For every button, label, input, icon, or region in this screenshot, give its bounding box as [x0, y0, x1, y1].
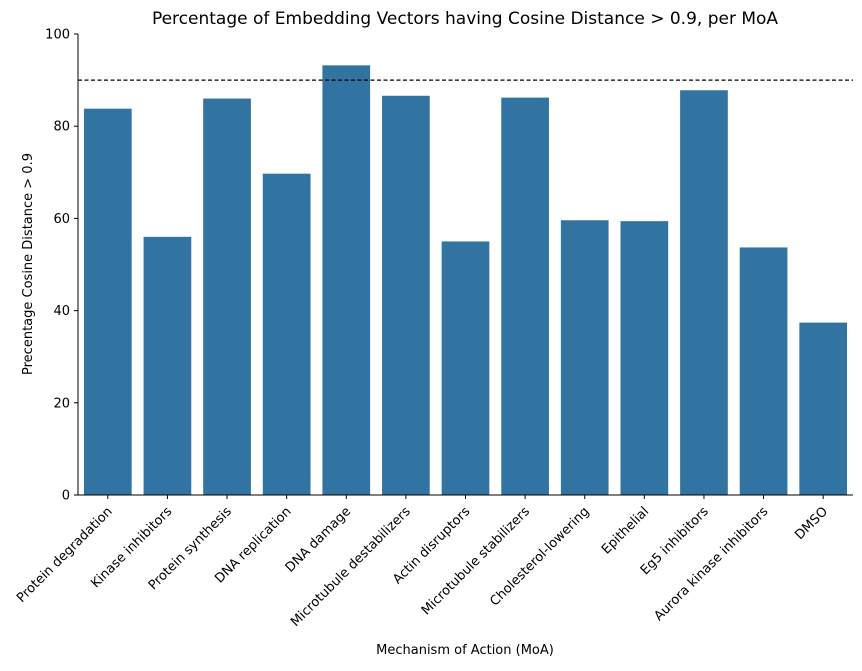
x-tick-label: Microtubule destabilizers [288, 504, 414, 630]
y-tick-label: 100 [45, 28, 70, 43]
y-tick-label: 40 [53, 304, 70, 319]
bar [680, 90, 728, 496]
bar [501, 97, 549, 496]
y-tick-label: 20 [53, 396, 70, 411]
x-tick-label: Microtubule stabilizers [419, 504, 533, 618]
x-axis-label: Mechanism of Action (MoA) [376, 643, 554, 658]
y-tick-label: 0 [62, 489, 70, 504]
y-tick-label: 80 [53, 120, 70, 135]
bar [143, 236, 192, 495]
bar [620, 221, 669, 496]
x-tick-label: DMSO [792, 504, 831, 543]
bar [441, 241, 490, 495]
bar [739, 247, 788, 495]
x-tick-label: Cholesterol-lowering [487, 504, 592, 609]
y-axis-label: Precentage Cosine Distance > 0.9 [21, 153, 36, 375]
bar [322, 65, 371, 495]
bar [560, 220, 609, 496]
bar [799, 322, 848, 495]
bar [382, 95, 430, 496]
y-tick-label: 60 [53, 212, 70, 227]
x-tick-label: Protein degradation [14, 504, 116, 606]
x-tick-label: Epithelial [599, 504, 652, 557]
bar [262, 173, 311, 495]
x-tick-label: Aurora kinase inhibitors [651, 504, 771, 624]
bar [203, 98, 251, 495]
chart-title: Percentage of Embedding Vectors having C… [152, 9, 778, 29]
bar [83, 108, 132, 496]
